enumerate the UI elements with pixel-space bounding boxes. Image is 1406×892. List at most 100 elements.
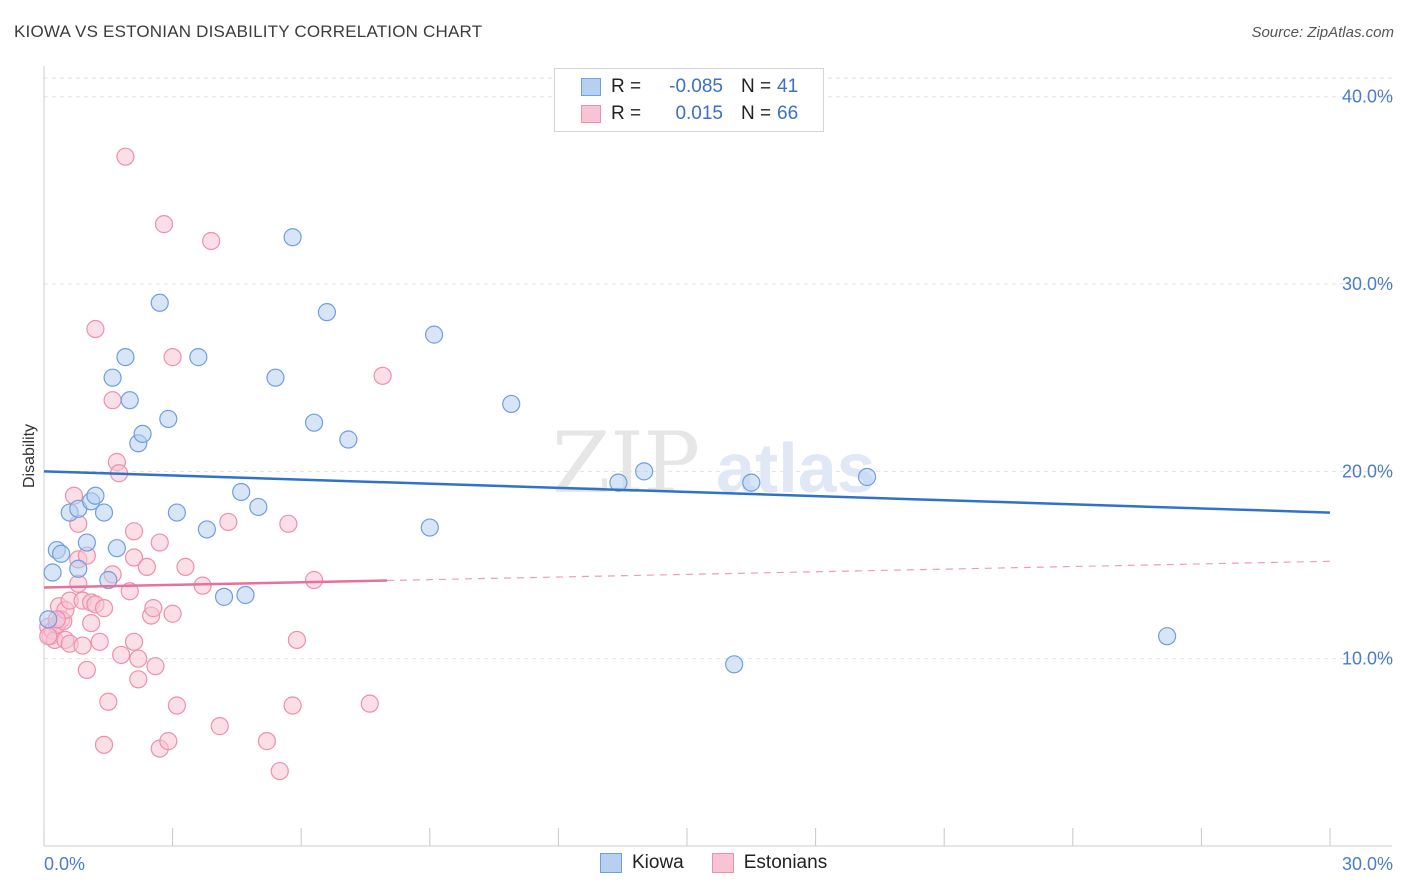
data-point-kiowa[interactable]	[609, 473, 628, 492]
data-point-estonians[interactable]	[124, 548, 144, 567]
data-point-kiowa[interactable]	[86, 486, 105, 505]
data-point-kiowa[interactable]	[133, 424, 152, 444]
data-point-kiowa[interactable]	[69, 559, 88, 578]
x-tick-label-max: 30.0%	[1342, 854, 1393, 874]
data-point-kiowa[interactable]	[857, 467, 877, 487]
data-point-estonians[interactable]	[163, 348, 182, 367]
data-point-kiowa[interactable]	[725, 655, 744, 674]
x-axis-ticks	[43, 828, 1331, 846]
data-point-estonians[interactable]	[279, 514, 298, 533]
data-point-estonians[interactable]	[90, 632, 109, 651]
data-point-estonians[interactable]	[137, 557, 156, 576]
data-point-kiowa[interactable]	[159, 409, 178, 429]
data-point-kiowa[interactable]	[635, 462, 654, 481]
data-point-kiowa[interactable]	[120, 391, 139, 410]
data-point-kiowa[interactable]	[742, 473, 761, 492]
data-point-kiowa[interactable]	[77, 533, 96, 552]
data-point-estonians[interactable]	[39, 627, 58, 646]
legend-label-kiowa: Kiowa	[632, 852, 684, 873]
y-tick-label: 10.0%	[1342, 649, 1393, 669]
data-point-estonians[interactable]	[94, 599, 114, 618]
data-point-estonians[interactable]	[99, 692, 118, 711]
data-point-kiowa[interactable]	[150, 293, 169, 312]
data-point-estonians[interactable]	[210, 717, 229, 736]
data-point-kiowa[interactable]	[52, 544, 71, 563]
data-point-kiowa[interactable]	[339, 430, 358, 449]
data-point-estonians[interactable]	[116, 147, 135, 166]
data-point-kiowa[interactable]	[317, 303, 337, 322]
data-point-kiowa[interactable]	[103, 368, 122, 387]
data-point-kiowa[interactable]	[1158, 627, 1177, 646]
data-point-kiowa[interactable]	[43, 563, 62, 582]
data-point-estonians[interactable]	[176, 557, 195, 576]
data-point-estonians[interactable]	[73, 636, 92, 655]
data-point-kiowa[interactable]	[249, 497, 268, 517]
data-point-estonians[interactable]	[112, 645, 131, 665]
data-point-kiowa[interactable]	[197, 520, 216, 539]
trend-line-extension-estonians	[386, 560, 1331, 582]
data-point-estonians[interactable]	[154, 215, 174, 234]
data-point-estonians[interactable]	[270, 761, 289, 781]
data-point-kiowa[interactable]	[189, 348, 208, 367]
data-point-estonians[interactable]	[77, 660, 96, 680]
data-point-estonians[interactable]	[360, 694, 379, 713]
data-point-kiowa[interactable]	[304, 413, 324, 432]
data-point-estonians[interactable]	[257, 732, 277, 751]
data-point-kiowa[interactable]	[232, 482, 251, 502]
data-point-estonians[interactable]	[146, 657, 165, 676]
legend-row-kiowa: R = -0.085 N = 41	[555, 74, 798, 100]
data-point-kiowa[interactable]	[39, 610, 58, 629]
legend-swatch-estonians	[581, 105, 601, 123]
data-point-kiowa[interactable]	[502, 394, 521, 414]
legend-item-estonians[interactable]: Estonians	[711, 852, 827, 874]
data-point-estonians[interactable]	[82, 613, 101, 633]
data-point-estonians[interactable]	[94, 735, 114, 754]
series-legend: Kiowa Estonians	[600, 852, 855, 874]
y-tick-labels: 10.0% 20.0% 30.0% 40.0%	[1342, 87, 1393, 669]
watermark-zip: ZIP	[552, 414, 700, 512]
legend-item-kiowa[interactable]: Kiowa	[600, 852, 684, 874]
data-point-kiowa[interactable]	[283, 228, 302, 247]
data-point-estonians[interactable]	[202, 231, 221, 251]
series-estonians	[39, 147, 392, 781]
axes	[43, 66, 1392, 847]
data-point-estonians[interactable]	[124, 522, 144, 541]
legend-r-value: -0.085	[669, 76, 723, 97]
data-point-kiowa[interactable]	[266, 368, 285, 387]
data-point-kiowa[interactable]	[236, 585, 255, 605]
data-point-estonians[interactable]	[287, 630, 307, 650]
data-point-kiowa[interactable]	[424, 325, 444, 344]
legend-n-label: N =	[741, 103, 772, 124]
data-point-kiowa[interactable]	[107, 539, 126, 558]
data-point-estonians[interactable]	[304, 570, 324, 590]
legend-swatch-kiowa	[581, 78, 601, 96]
data-point-kiowa[interactable]	[99, 570, 118, 590]
data-point-estonians[interactable]	[150, 533, 169, 552]
correlation-legend: R = -0.085 N = 41 R = 0.015 N = 66	[554, 68, 824, 132]
data-point-estonians[interactable]	[124, 632, 144, 651]
data-point-estonians[interactable]	[86, 319, 105, 339]
y-tick-label: 30.0%	[1342, 274, 1393, 294]
data-point-kiowa[interactable]	[167, 503, 186, 522]
data-point-kiowa[interactable]	[116, 348, 135, 367]
data-point-estonians[interactable]	[103, 391, 122, 410]
data-point-kiowa[interactable]	[420, 518, 439, 537]
data-point-estonians[interactable]	[159, 732, 178, 751]
legend-n-label: N =	[741, 76, 772, 97]
trend-lines	[43, 470, 1331, 589]
legend-swatch-estonians	[711, 853, 734, 873]
data-point-estonians[interactable]	[219, 512, 238, 532]
data-point-estonians[interactable]	[129, 649, 148, 668]
data-point-kiowa[interactable]	[214, 587, 234, 606]
data-point-estonians[interactable]	[167, 696, 186, 715]
data-point-kiowa[interactable]	[94, 503, 114, 522]
data-point-estonians[interactable]	[373, 366, 392, 385]
data-point-estonians[interactable]	[163, 604, 182, 623]
data-point-estonians[interactable]	[144, 599, 163, 618]
data-point-estonians[interactable]	[129, 670, 148, 689]
legend-swatch-kiowa	[600, 853, 622, 873]
legend-row-estonians: R = 0.015 N = 66	[555, 101, 798, 127]
legend-n-value: 41	[777, 76, 799, 97]
data-point-estonians[interactable]	[283, 696, 302, 715]
